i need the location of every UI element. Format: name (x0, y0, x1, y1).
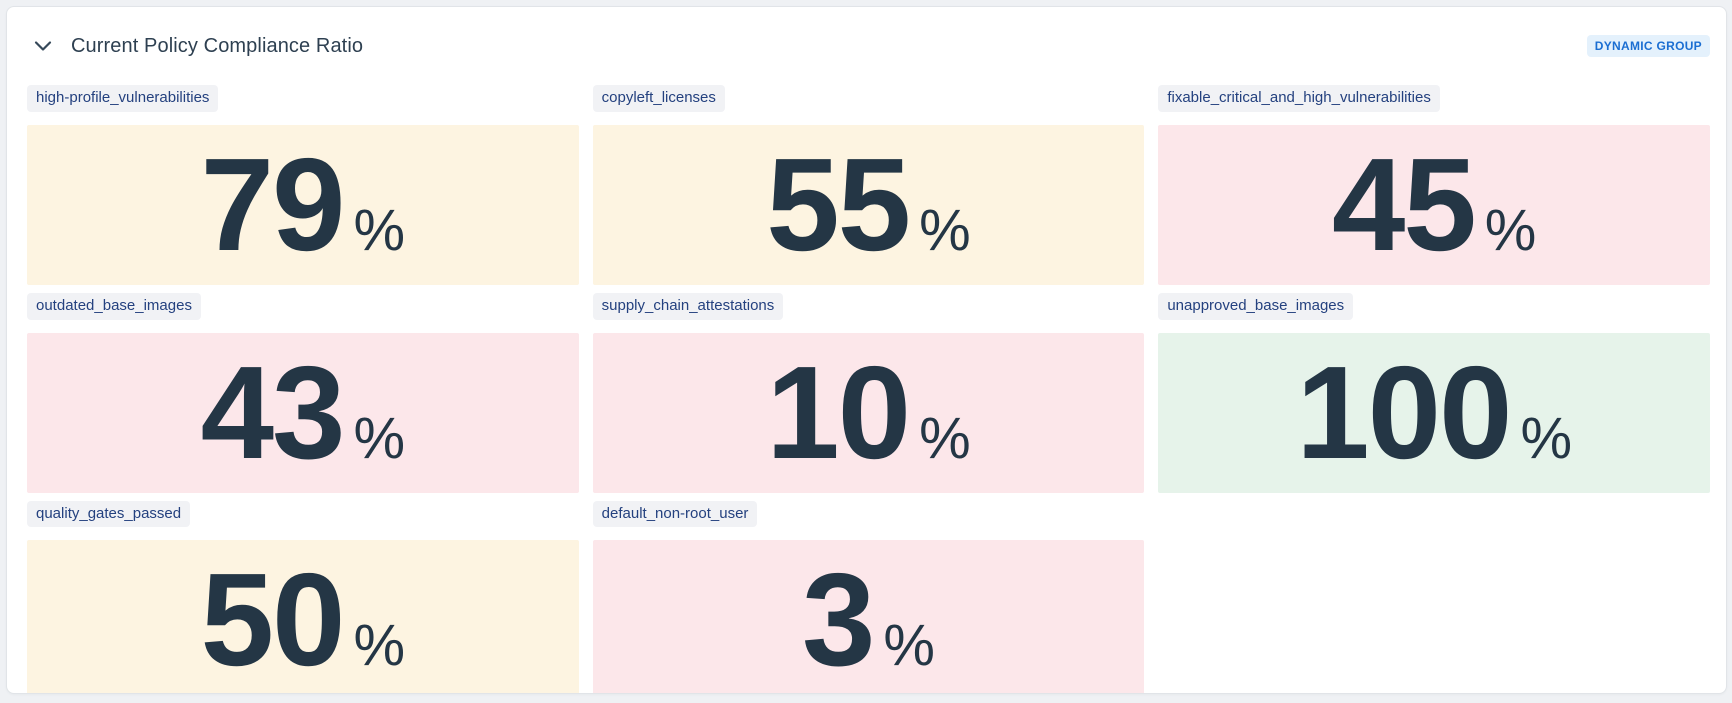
stat-tile: 10 % (592, 332, 1145, 493)
stat-readout: 79 % (200, 130, 406, 278)
collapse-toggle-button[interactable] (29, 32, 57, 60)
stat-readout: 43 % (200, 338, 406, 486)
stat-value: 100 (1296, 338, 1512, 486)
stat-tile: 79 % (27, 124, 579, 285)
stat-grid: high-profile_vulnerabilities 79 % copyle… (7, 85, 1726, 693)
chevron-down-icon (34, 40, 52, 52)
percent-sign: % (353, 613, 406, 679)
stat-value: 10 (766, 338, 911, 486)
panel-header: Current Policy Compliance Ratio DYNAMIC … (7, 7, 1726, 85)
stat-cell: high-profile_vulnerabilities 79 % (27, 85, 579, 285)
stat-readout: 100 % (1296, 338, 1573, 486)
stat-readout: 55 % (766, 130, 971, 278)
percent-sign: % (919, 405, 971, 471)
stat-tile: 45 % (1158, 124, 1710, 285)
stat-cell: unapproved_base_images 100 % (1158, 292, 1710, 493)
stat-cell: quality_gates_passed 50 % (27, 500, 579, 693)
stat-readout: 10 % (766, 338, 971, 486)
stat-tile: 50 % (27, 540, 579, 693)
tile-label: outdated_base_images (27, 292, 201, 320)
stat-cell: outdated_base_images 43 % (27, 292, 579, 493)
stat-cell: supply_chain_attestations 10 % (592, 292, 1145, 493)
tile-label: fixable_critical_and_high_vulnerabilitie… (1158, 85, 1440, 112)
stat-tile: 55 % (592, 124, 1145, 285)
stat-value: 45 (1331, 130, 1477, 278)
stat-value: 79 (200, 130, 346, 278)
stat-tile: 100 % (1158, 332, 1710, 493)
stat-cell: default_non-root_user 3 % (592, 500, 1145, 693)
percent-sign: % (1520, 405, 1573, 471)
stat-cell: fixable_critical_and_high_vulnerabilitie… (1158, 85, 1710, 285)
stat-readout: 3 % (802, 554, 935, 686)
percent-sign: % (919, 197, 971, 263)
dynamic-group-badge: DYNAMIC GROUP (1586, 35, 1710, 57)
tile-label: unapproved_base_images (1158, 292, 1354, 320)
stat-cell: copyleft_licenses 55 % (592, 85, 1145, 285)
stat-tile: 43 % (27, 332, 579, 493)
percent-sign: % (353, 197, 406, 263)
panel-title: Current Policy Compliance Ratio (71, 34, 364, 57)
policy-compliance-panel: Current Policy Compliance Ratio DYNAMIC … (6, 6, 1727, 694)
tile-label: high-profile_vulnerabilities (27, 85, 219, 112)
stat-value: 43 (200, 338, 346, 486)
stat-value: 55 (766, 130, 911, 278)
tile-label: copyleft_licenses (592, 85, 725, 112)
stat-value: 50 (200, 546, 346, 694)
stat-value: 3 (801, 546, 875, 694)
stat-readout: 50 % (201, 554, 405, 686)
percent-sign: % (1484, 197, 1537, 263)
stat-tile: 3 % (592, 540, 1145, 693)
tile-label: quality_gates_passed (27, 500, 191, 528)
stat-readout: 45 % (1331, 130, 1537, 278)
tile-label: supply_chain_attestations (592, 292, 784, 320)
percent-sign: % (353, 405, 406, 471)
percent-sign: % (883, 613, 935, 679)
tile-label: default_non-root_user (592, 500, 758, 528)
